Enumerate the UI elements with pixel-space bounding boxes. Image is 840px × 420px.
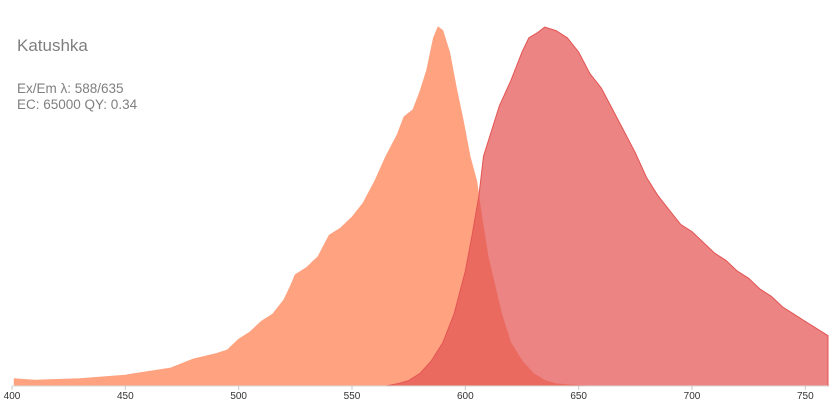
x-tick-label: 400 [4,391,21,402]
x-tick-label: 750 [797,391,814,402]
x-tick-label: 550 [344,391,361,402]
ec-qy-info: EC: 65000 QY: 0.34 [17,97,138,112]
spectrum-area-2 [385,26,829,387]
x-axis-ticks: 400 450 500 550 600 650 700 750 [4,386,814,402]
excitation-emission-info: Ex/Em λ: 588/635 [17,81,124,96]
spectra-areas [13,26,829,387]
x-tick-label: 500 [230,391,247,402]
x-tick-label: 450 [117,391,134,402]
x-tick-label: 650 [570,391,587,402]
x-tick-label: 600 [457,391,474,402]
x-tick-label: 700 [684,391,701,402]
protein-title: Katushka [17,36,88,55]
